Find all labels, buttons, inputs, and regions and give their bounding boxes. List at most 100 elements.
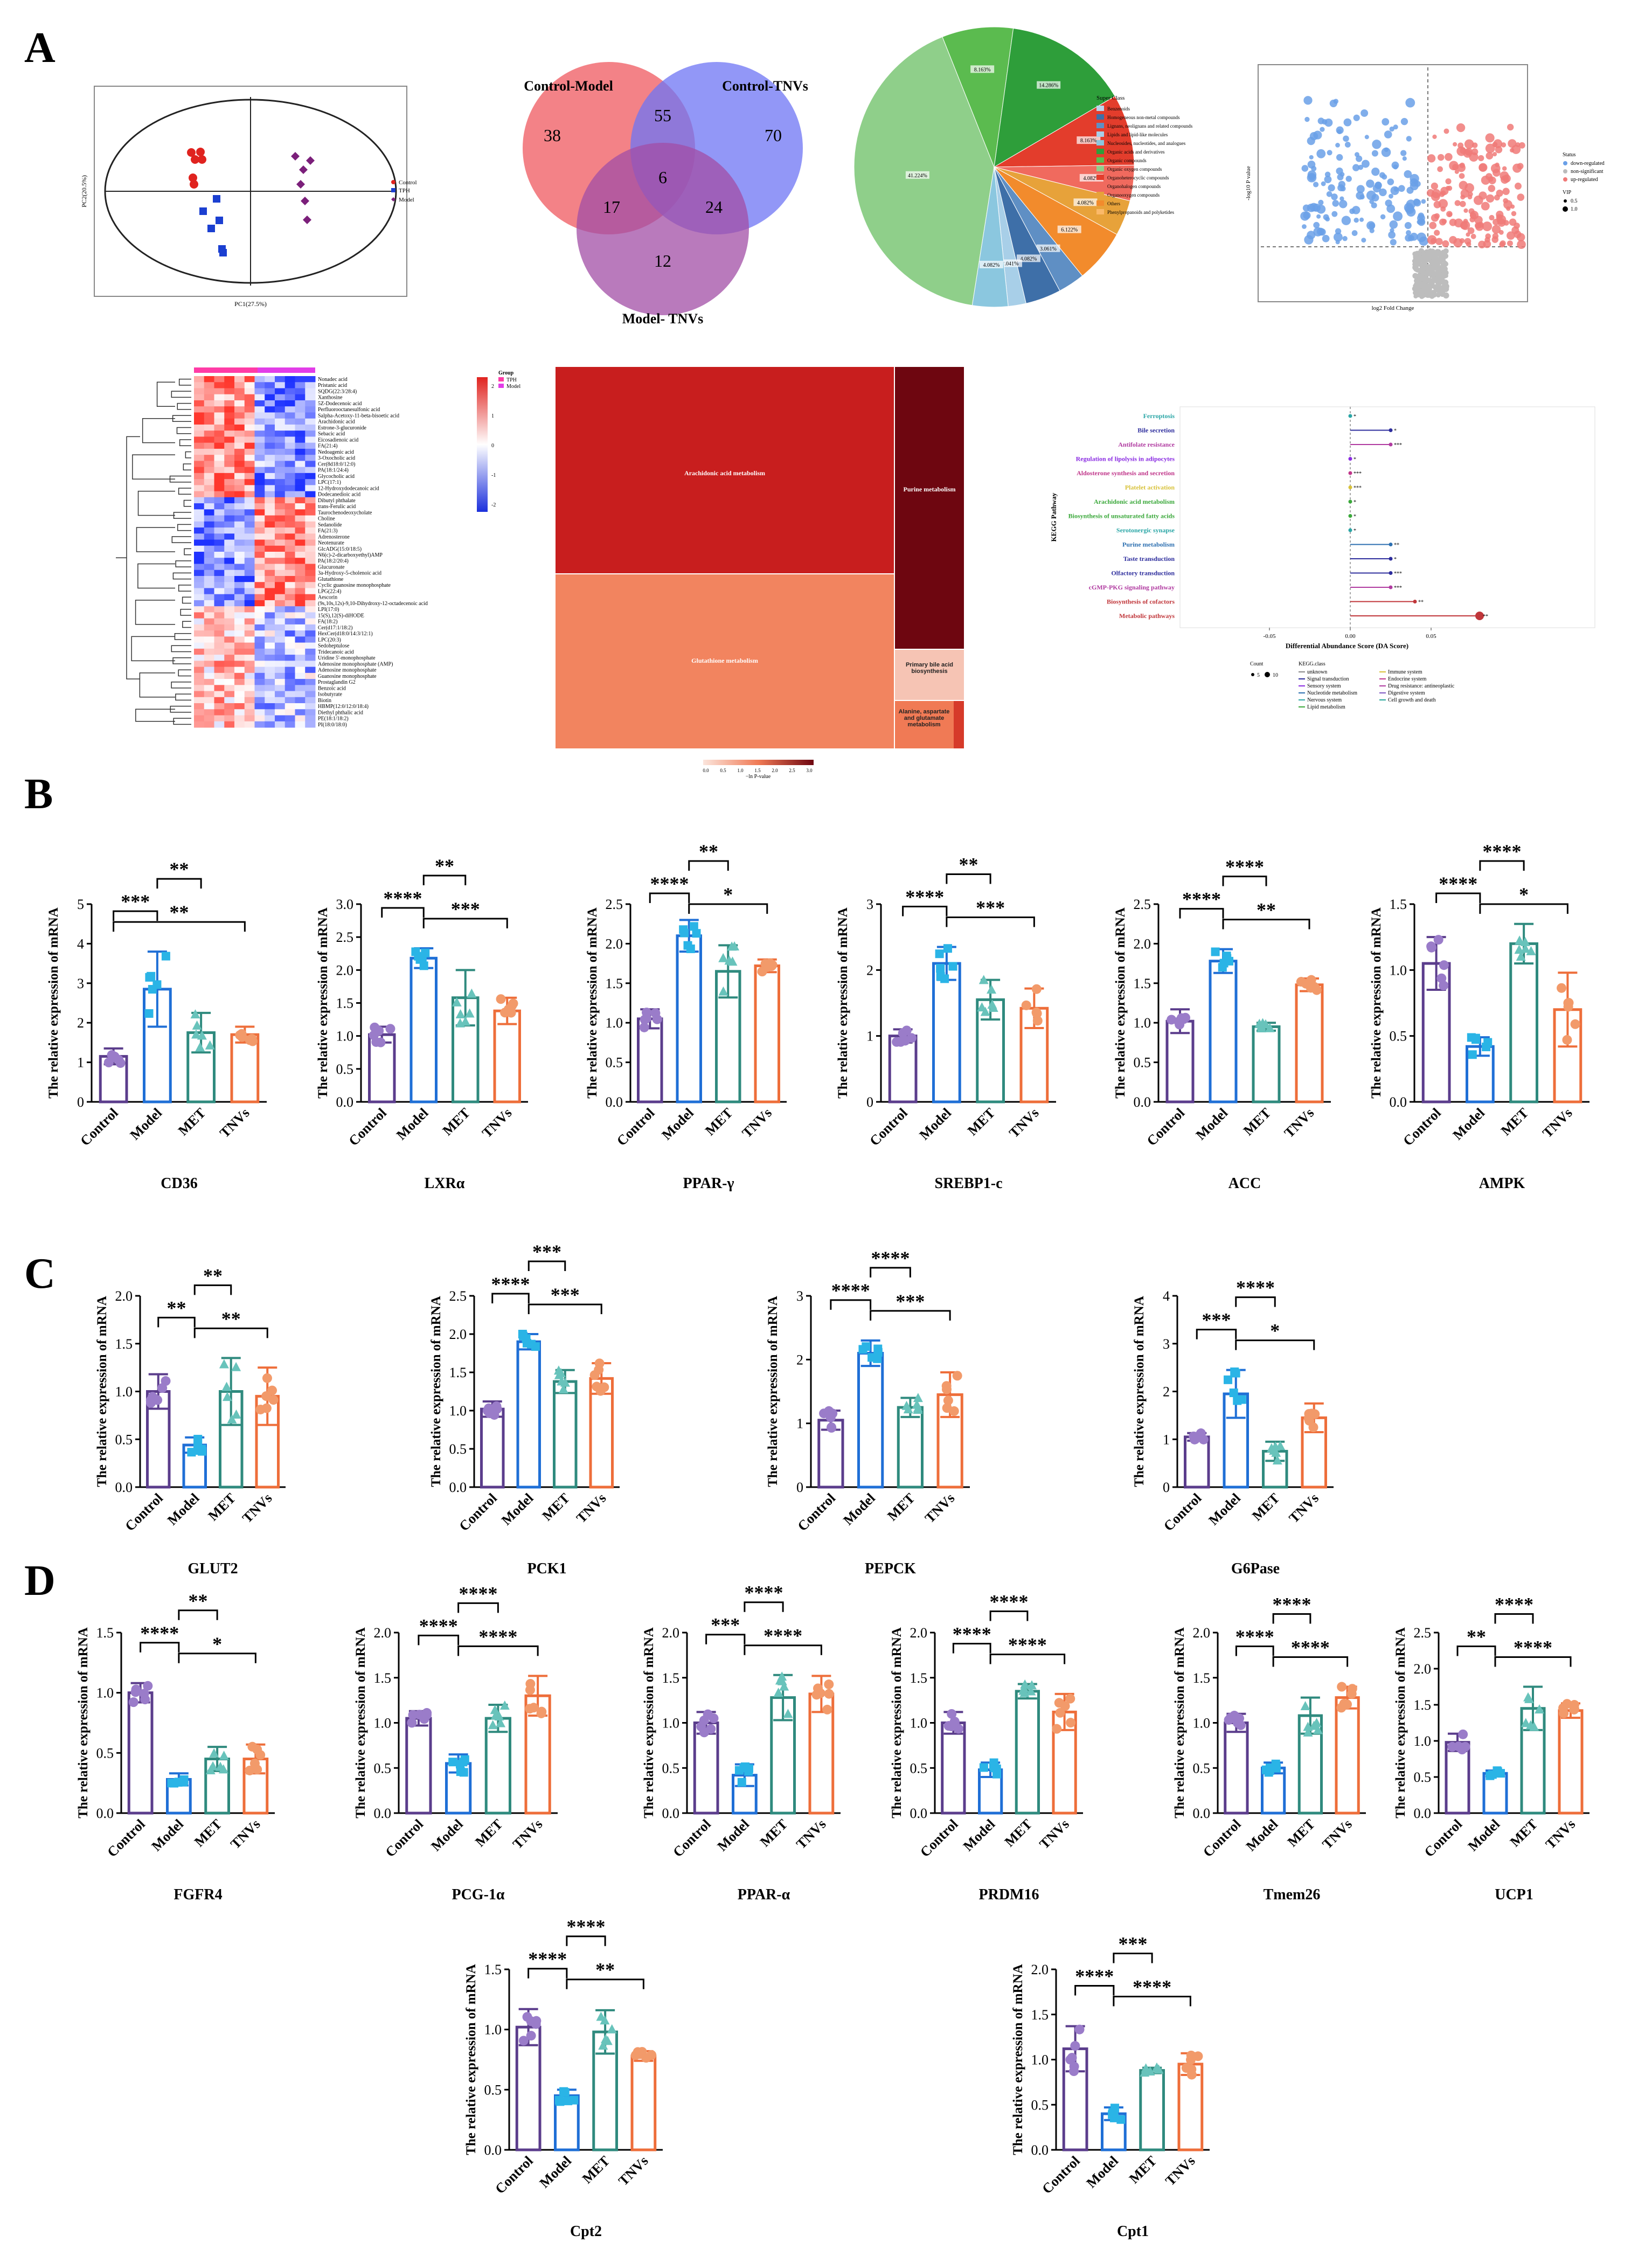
volcano-point bbox=[1361, 238, 1366, 243]
data-point bbox=[195, 1042, 205, 1052]
heatmap-cell bbox=[305, 570, 316, 577]
volcano-point bbox=[1343, 135, 1349, 142]
volcano-point bbox=[1387, 178, 1394, 185]
heatmap-cell bbox=[284, 648, 295, 655]
data-point bbox=[143, 1681, 153, 1691]
heatmap-cell bbox=[275, 418, 286, 425]
heatmap-cell bbox=[234, 624, 245, 631]
pie-label-bg bbox=[1077, 136, 1101, 144]
significance-label: **** bbox=[1439, 873, 1477, 894]
heatmap-cell bbox=[305, 479, 316, 485]
kegg-da-plot: Ferroptosis *Bile secretion *Antifolate re… bbox=[1050, 406, 1595, 710]
heatmap-cell bbox=[295, 679, 306, 685]
heatmap-cell bbox=[284, 418, 295, 425]
heatmap-cell bbox=[224, 618, 235, 625]
heatmap-cell bbox=[234, 552, 245, 558]
kegg-class-label: Drug resistance: antineoplastic bbox=[1388, 683, 1455, 689]
significance-bracket bbox=[527, 1260, 566, 1271]
volcano-point bbox=[1302, 224, 1307, 229]
y-tick-label: 2.0 bbox=[1031, 1962, 1049, 1977]
pie-legend-marker bbox=[1096, 157, 1104, 163]
heatmap-cell bbox=[265, 382, 275, 388]
heatmap-cell bbox=[295, 382, 306, 388]
heatmap-row-label: HBMP(12:0/12:0/18:4) bbox=[318, 704, 369, 710]
heatmap-cell bbox=[275, 491, 286, 498]
heatmap-cell bbox=[204, 485, 214, 492]
heatmap-cell bbox=[194, 636, 205, 643]
significance-bracket bbox=[1235, 1339, 1315, 1350]
heatmap-cell bbox=[194, 418, 205, 425]
heatmap-cell bbox=[234, 461, 245, 468]
data-point bbox=[1116, 2115, 1126, 2124]
heatmap-cell bbox=[244, 509, 255, 516]
panel-letter-c: C bbox=[24, 1250, 55, 1297]
data-point bbox=[525, 1679, 536, 1689]
heatmap-cell bbox=[224, 600, 235, 607]
volcano-point bbox=[1344, 142, 1351, 148]
data-point bbox=[1439, 960, 1449, 970]
heatmap-cell bbox=[224, 552, 235, 558]
heatmap-cell bbox=[244, 521, 255, 528]
heatmap-cell bbox=[295, 612, 306, 619]
volcano-point bbox=[1323, 214, 1329, 220]
volcano-point bbox=[1454, 169, 1459, 174]
heatmap-row-label: Prostaglandin G2 bbox=[318, 679, 356, 685]
venn-circle-model-tnvs bbox=[577, 143, 749, 315]
data-point bbox=[652, 1014, 662, 1024]
heatmap-cell bbox=[265, 545, 275, 552]
heatmap-cell bbox=[275, 655, 286, 661]
pie-legend-marker bbox=[1096, 175, 1104, 180]
heatmap-row-label: (9s,10s,12s)-9,10-Dihydroxy-12-octadecen… bbox=[318, 601, 428, 607]
heatmap-cell bbox=[234, 455, 245, 461]
volcano-point bbox=[1359, 217, 1364, 222]
y-tick-label: 2 bbox=[77, 1015, 84, 1031]
heatmap-cell bbox=[214, 618, 225, 625]
heatmap-cell bbox=[254, 679, 265, 685]
heatmap-cell bbox=[275, 575, 286, 582]
y-tick-label: 2.5 bbox=[1414, 1625, 1432, 1641]
heatmap-cell bbox=[244, 612, 255, 619]
heatmap-cell bbox=[234, 588, 245, 595]
heatmap-cell bbox=[214, 709, 225, 716]
y-tick-label: 3 bbox=[1163, 1336, 1170, 1352]
heatmap-cell bbox=[284, 697, 295, 704]
heatmap-cell bbox=[305, 382, 316, 388]
data-point bbox=[522, 1334, 531, 1343]
heatmap-cell bbox=[284, 588, 295, 595]
heatmap-cell bbox=[224, 679, 235, 685]
heatmap-cell bbox=[295, 431, 306, 437]
heatmap-cell bbox=[214, 539, 225, 546]
data-point bbox=[1296, 977, 1306, 987]
heatmap-cell bbox=[234, 618, 245, 625]
significance-label: ** bbox=[959, 854, 978, 876]
y-tick-label: 2.5 bbox=[449, 1288, 467, 1304]
heatmap-dendrogram bbox=[116, 378, 191, 725]
heatmap-cell bbox=[214, 648, 225, 655]
heatmap-group-title: Group bbox=[498, 370, 514, 376]
heatmap-group-label: Model bbox=[506, 384, 520, 390]
heatmap-row-label: Guanosine monophosphate bbox=[318, 674, 377, 679]
heatmap-cell bbox=[234, 709, 245, 716]
kegg-sig-label: *** bbox=[1353, 471, 1362, 477]
volcano-point bbox=[1435, 252, 1440, 257]
kegg-class-label: Nucleotide metabolism bbox=[1307, 690, 1357, 696]
heatmap-cell bbox=[214, 672, 225, 679]
heatmap-cell bbox=[265, 564, 275, 571]
heatmap-cell bbox=[244, 461, 255, 468]
volcano-point bbox=[1400, 150, 1407, 156]
heatmap-cell bbox=[275, 509, 286, 516]
y-axis-label: The relative expression of mRNA bbox=[1113, 907, 1128, 1099]
volcano-point bbox=[1416, 288, 1422, 294]
heatmap-cell bbox=[305, 406, 316, 413]
heatmap-cell bbox=[254, 448, 265, 455]
pie-slice-label: 3.061% bbox=[1036, 244, 1060, 252]
heatmap-cell bbox=[224, 521, 235, 528]
heatmap-cell bbox=[234, 539, 245, 546]
venn-counts: 38 55 70 17 6 24 12 bbox=[544, 106, 782, 270]
heatmap-cell bbox=[284, 431, 295, 437]
heatmap-row-label: GlcADG(15:0/18:5) bbox=[318, 546, 362, 552]
data-point bbox=[858, 1345, 867, 1354]
heatmap-cell bbox=[194, 503, 205, 510]
volcano-point bbox=[1511, 144, 1521, 154]
heatmap-cell bbox=[224, 479, 235, 485]
